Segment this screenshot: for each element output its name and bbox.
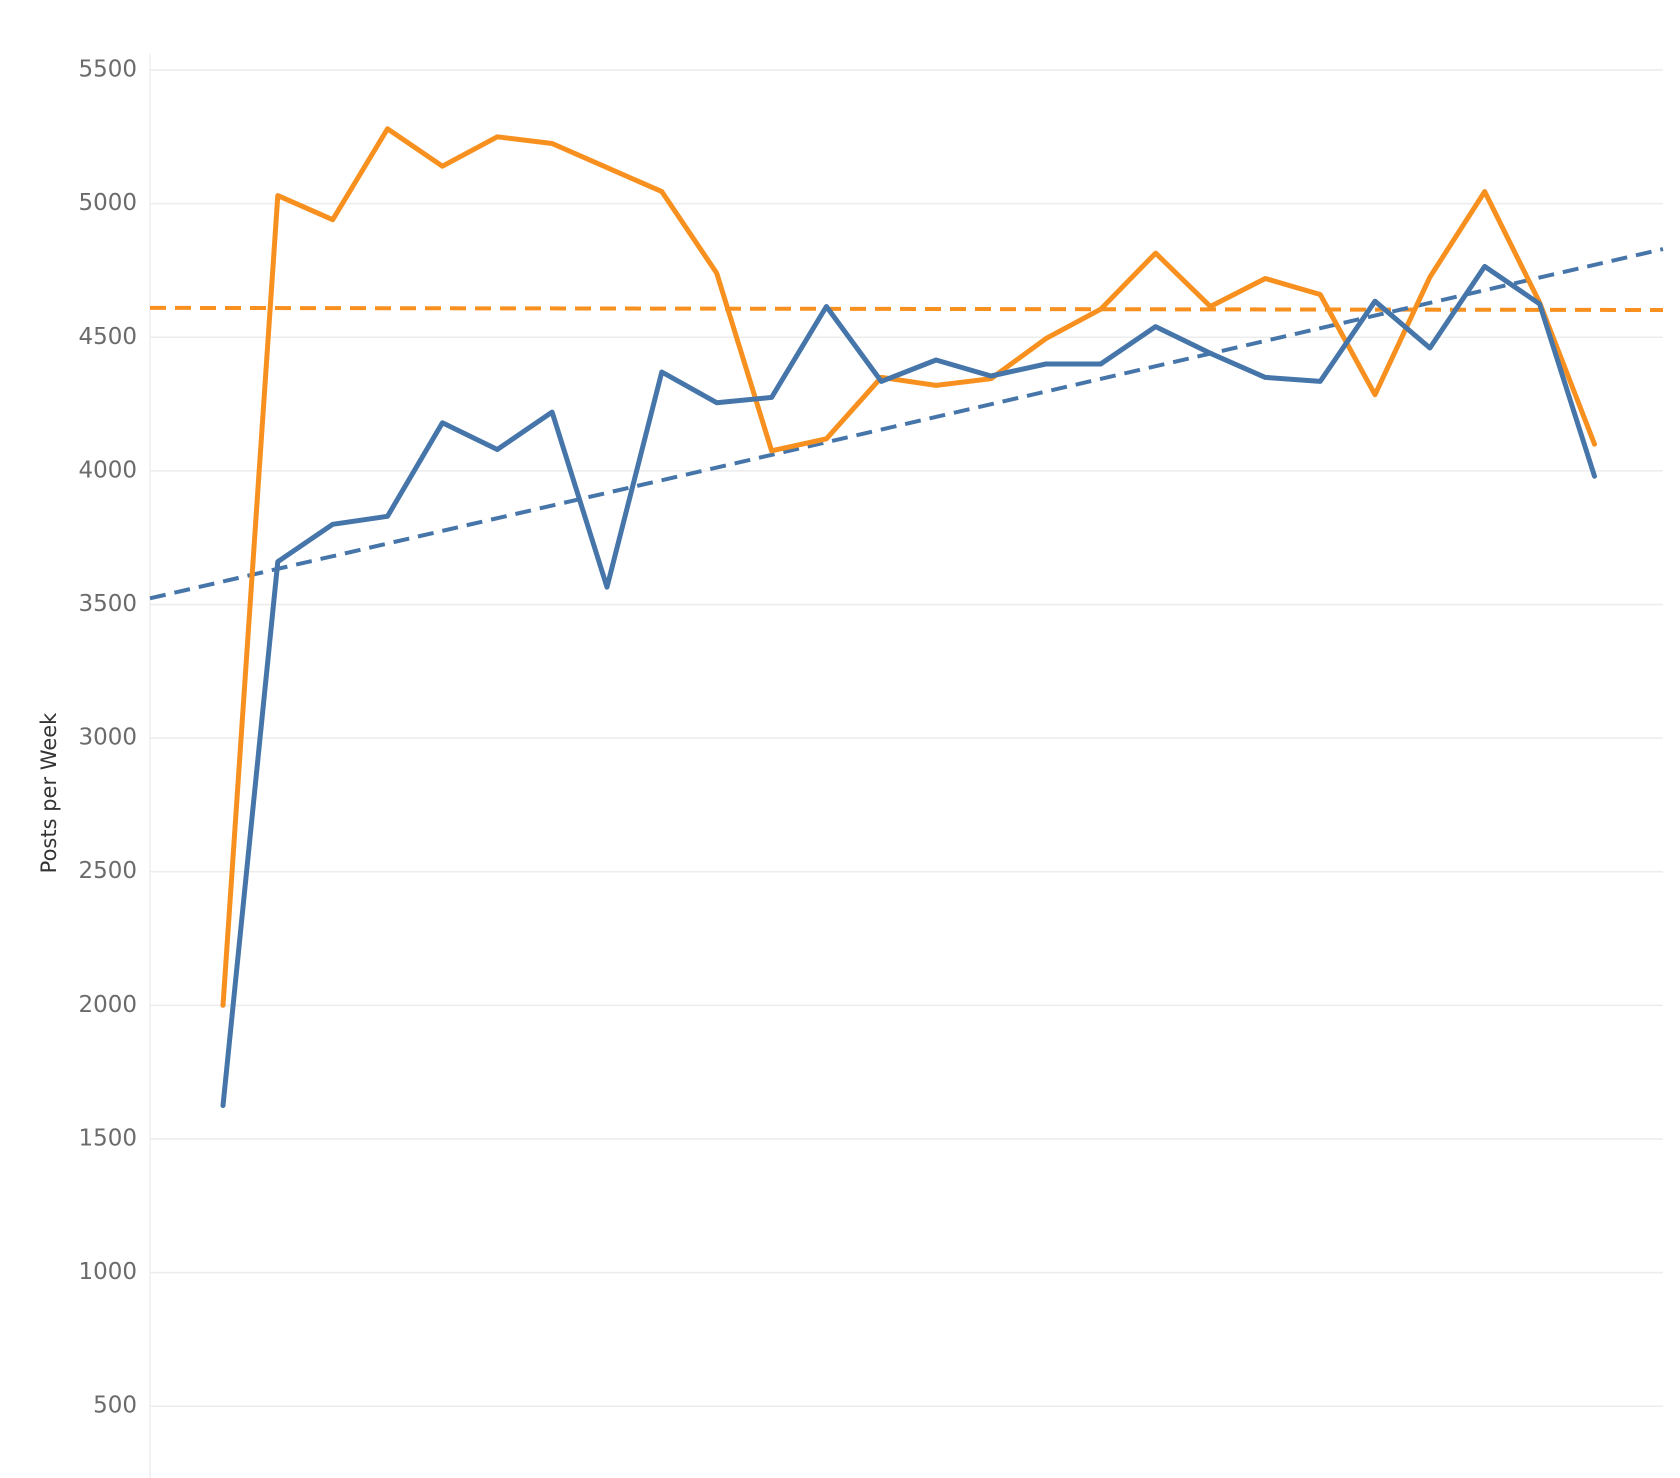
- y-tick-label: 2500: [78, 858, 137, 884]
- y-tick-label: 1000: [78, 1259, 137, 1285]
- y-axis-title: Posts per Week: [37, 712, 61, 873]
- y-tick-label: 3500: [78, 591, 137, 617]
- y-tick-label: 5000: [78, 190, 137, 216]
- reference-line: [149, 305, 1664, 313]
- y-tick-label: 4000: [78, 457, 137, 483]
- y-tick-label: 500: [93, 1393, 137, 1419]
- series-line: [220, 126, 1597, 1008]
- reference-line: [149, 247, 1664, 601]
- y-tick-label: 2000: [78, 992, 137, 1018]
- y-tick-label: 3000: [78, 725, 137, 751]
- series-line: [220, 263, 1597, 1109]
- y-tick-label: 5500: [78, 57, 137, 83]
- y-tick-label: 4500: [78, 324, 137, 350]
- y-tick-label: 1500: [78, 1125, 137, 1151]
